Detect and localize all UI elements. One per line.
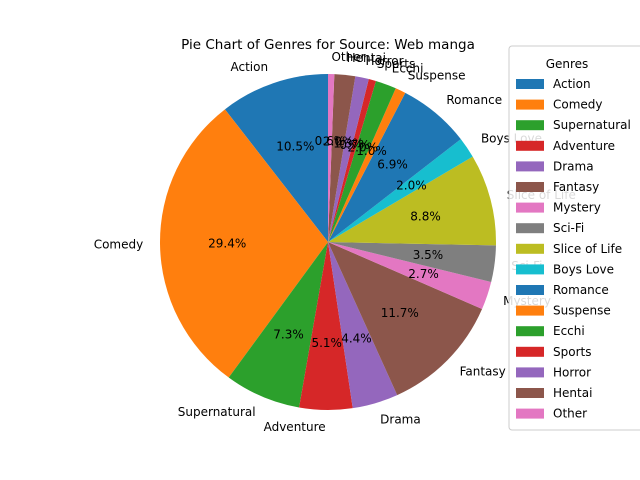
pct-label-comedy: 29.4%: [208, 236, 246, 250]
pie-slice-mystery: [328, 242, 492, 310]
pie-slice-drama: [328, 242, 398, 409]
legend: Genres Action Comedy Supernatural Adventure…: [508, 45, 640, 431]
legend-label-action: Action: [553, 77, 591, 91]
category-label-hentai: Hentai: [347, 51, 386, 65]
legend-swatch-comedy: [516, 99, 544, 110]
legend-swatch-action: [516, 79, 544, 89]
pct-label-slice-of-life: 8.8%: [410, 209, 441, 223]
pct-label-horror: 1.3%: [333, 136, 364, 150]
category-label-suspense: Suspense: [408, 68, 466, 82]
legend-swatch-romance: [516, 285, 544, 295]
percentage-labels: 10.5% 29.4% 7.3% 5.1% 4.4% 11.7% 2.7% 3.5% 8.8% 2…: [208, 134, 443, 350]
category-label-action: Action: [230, 60, 268, 74]
legend-swatch-drama: [516, 161, 544, 172]
category-label-comedy: Comedy: [94, 238, 144, 252]
pct-label-sports: 0.7%: [339, 138, 370, 152]
legend-label-hentai: Hentai: [553, 386, 592, 400]
pie-slice-other: [328, 74, 335, 242]
pct-label-drama: 4.4%: [341, 332, 372, 346]
category-label-fantasy: Fantasy: [460, 365, 506, 379]
pct-label-hentai: 2.0%: [323, 135, 354, 149]
category-label-other: Other: [331, 50, 365, 64]
pct-label-fantasy: 11.7%: [381, 306, 419, 320]
legend-label-ecchi: Ecchi: [553, 324, 585, 338]
legend-label-horror: Horror: [553, 365, 591, 379]
legend-swatch-sci-fi: [516, 223, 544, 234]
category-label-drama: Drama: [380, 412, 421, 426]
legend-swatch-horror: [516, 367, 544, 378]
legend-label-other: Other: [553, 407, 587, 421]
pie-slice-romance: [328, 92, 461, 242]
pct-label-ecchi: 2.0%: [348, 140, 379, 154]
pie-slice-adventure: [299, 242, 353, 411]
legend-label-boys-love: Boys Love: [553, 262, 614, 276]
category-label-ecchi: Ecchi: [392, 62, 424, 76]
pie-slice-fantasy: [328, 242, 483, 396]
legend-label-comedy: Comedy: [553, 98, 603, 112]
chart-title: Pie Chart of Genres for Source: Web mang…: [181, 37, 475, 53]
legend-label-slice-of-life: Slice of Life: [553, 242, 622, 256]
category-label-horror: Horror: [366, 54, 404, 68]
pct-label-mystery: 2.7%: [408, 267, 439, 281]
pct-label-suspense: 1.0%: [356, 144, 387, 158]
legend-swatch-supernatural: [516, 120, 544, 131]
legend-label-sports: Sports: [553, 345, 591, 359]
pct-label-adventure: 5.1%: [311, 336, 342, 350]
legend-swatch-other: [516, 408, 544, 419]
pct-label-other: 0.6%: [315, 134, 346, 148]
category-label-adventure: Adventure: [264, 420, 326, 434]
category-label-romance: Romance: [446, 93, 502, 107]
legend-label-mystery: Mystery: [553, 201, 601, 215]
pie-slice-action: [224, 74, 328, 242]
pie-slice-horror: [328, 76, 369, 242]
pie-slices: [159, 74, 496, 411]
pct-label-action: 10.5%: [276, 140, 314, 154]
legend-swatch-fantasy: [516, 182, 544, 192]
legend-label-supernatural: Supernatural: [553, 118, 631, 132]
pie-slice-sci-fi: [328, 242, 496, 283]
pct-label-supernatural: 7.3%: [273, 328, 304, 342]
legend-swatch-adventure: [516, 140, 544, 151]
legend-swatch-mystery: [516, 202, 544, 213]
legend-swatch-suspense: [516, 305, 544, 316]
legend-swatch-slice-of-life: [516, 243, 544, 254]
pie-slice-comedy: [159, 109, 328, 378]
pie-slice-suspense: [328, 88, 406, 242]
pct-label-boys-love: 2.0%: [396, 178, 427, 192]
pie-slice-sports: [328, 79, 376, 242]
legend-label-adventure: Adventure: [553, 139, 615, 153]
legend-swatch-sports: [516, 346, 544, 357]
category-label-supernatural: Supernatural: [178, 405, 256, 419]
legend-label-suspense: Suspense: [553, 304, 611, 318]
category-label-sports: Sports: [377, 57, 415, 71]
legend-swatch-hentai: [516, 388, 544, 398]
legend-label-sci-fi: Sci-Fi: [553, 221, 584, 235]
legend-title: Genres: [546, 57, 589, 71]
legend-label-romance: Romance: [553, 283, 609, 297]
legend-swatch-boys-love: [516, 264, 544, 275]
legend-label-drama: Drama: [553, 159, 594, 173]
pie-slice-boys-love: [328, 139, 473, 242]
pct-label-sci-fi: 3.5%: [413, 248, 444, 262]
pie-slice-slice-of-life: [328, 156, 496, 246]
pie-slice-hentai: [328, 74, 356, 243]
pie-slice-supernatural: [228, 242, 328, 408]
legend-items: Action Comedy Supernatural Adventure Drama Fa…: [516, 77, 631, 421]
legend-swatch-ecchi: [516, 326, 544, 337]
pct-label-romance: 6.9%: [377, 158, 408, 172]
legend-label-fantasy: Fantasy: [553, 180, 599, 194]
pie-slice-ecchi: [328, 80, 396, 242]
